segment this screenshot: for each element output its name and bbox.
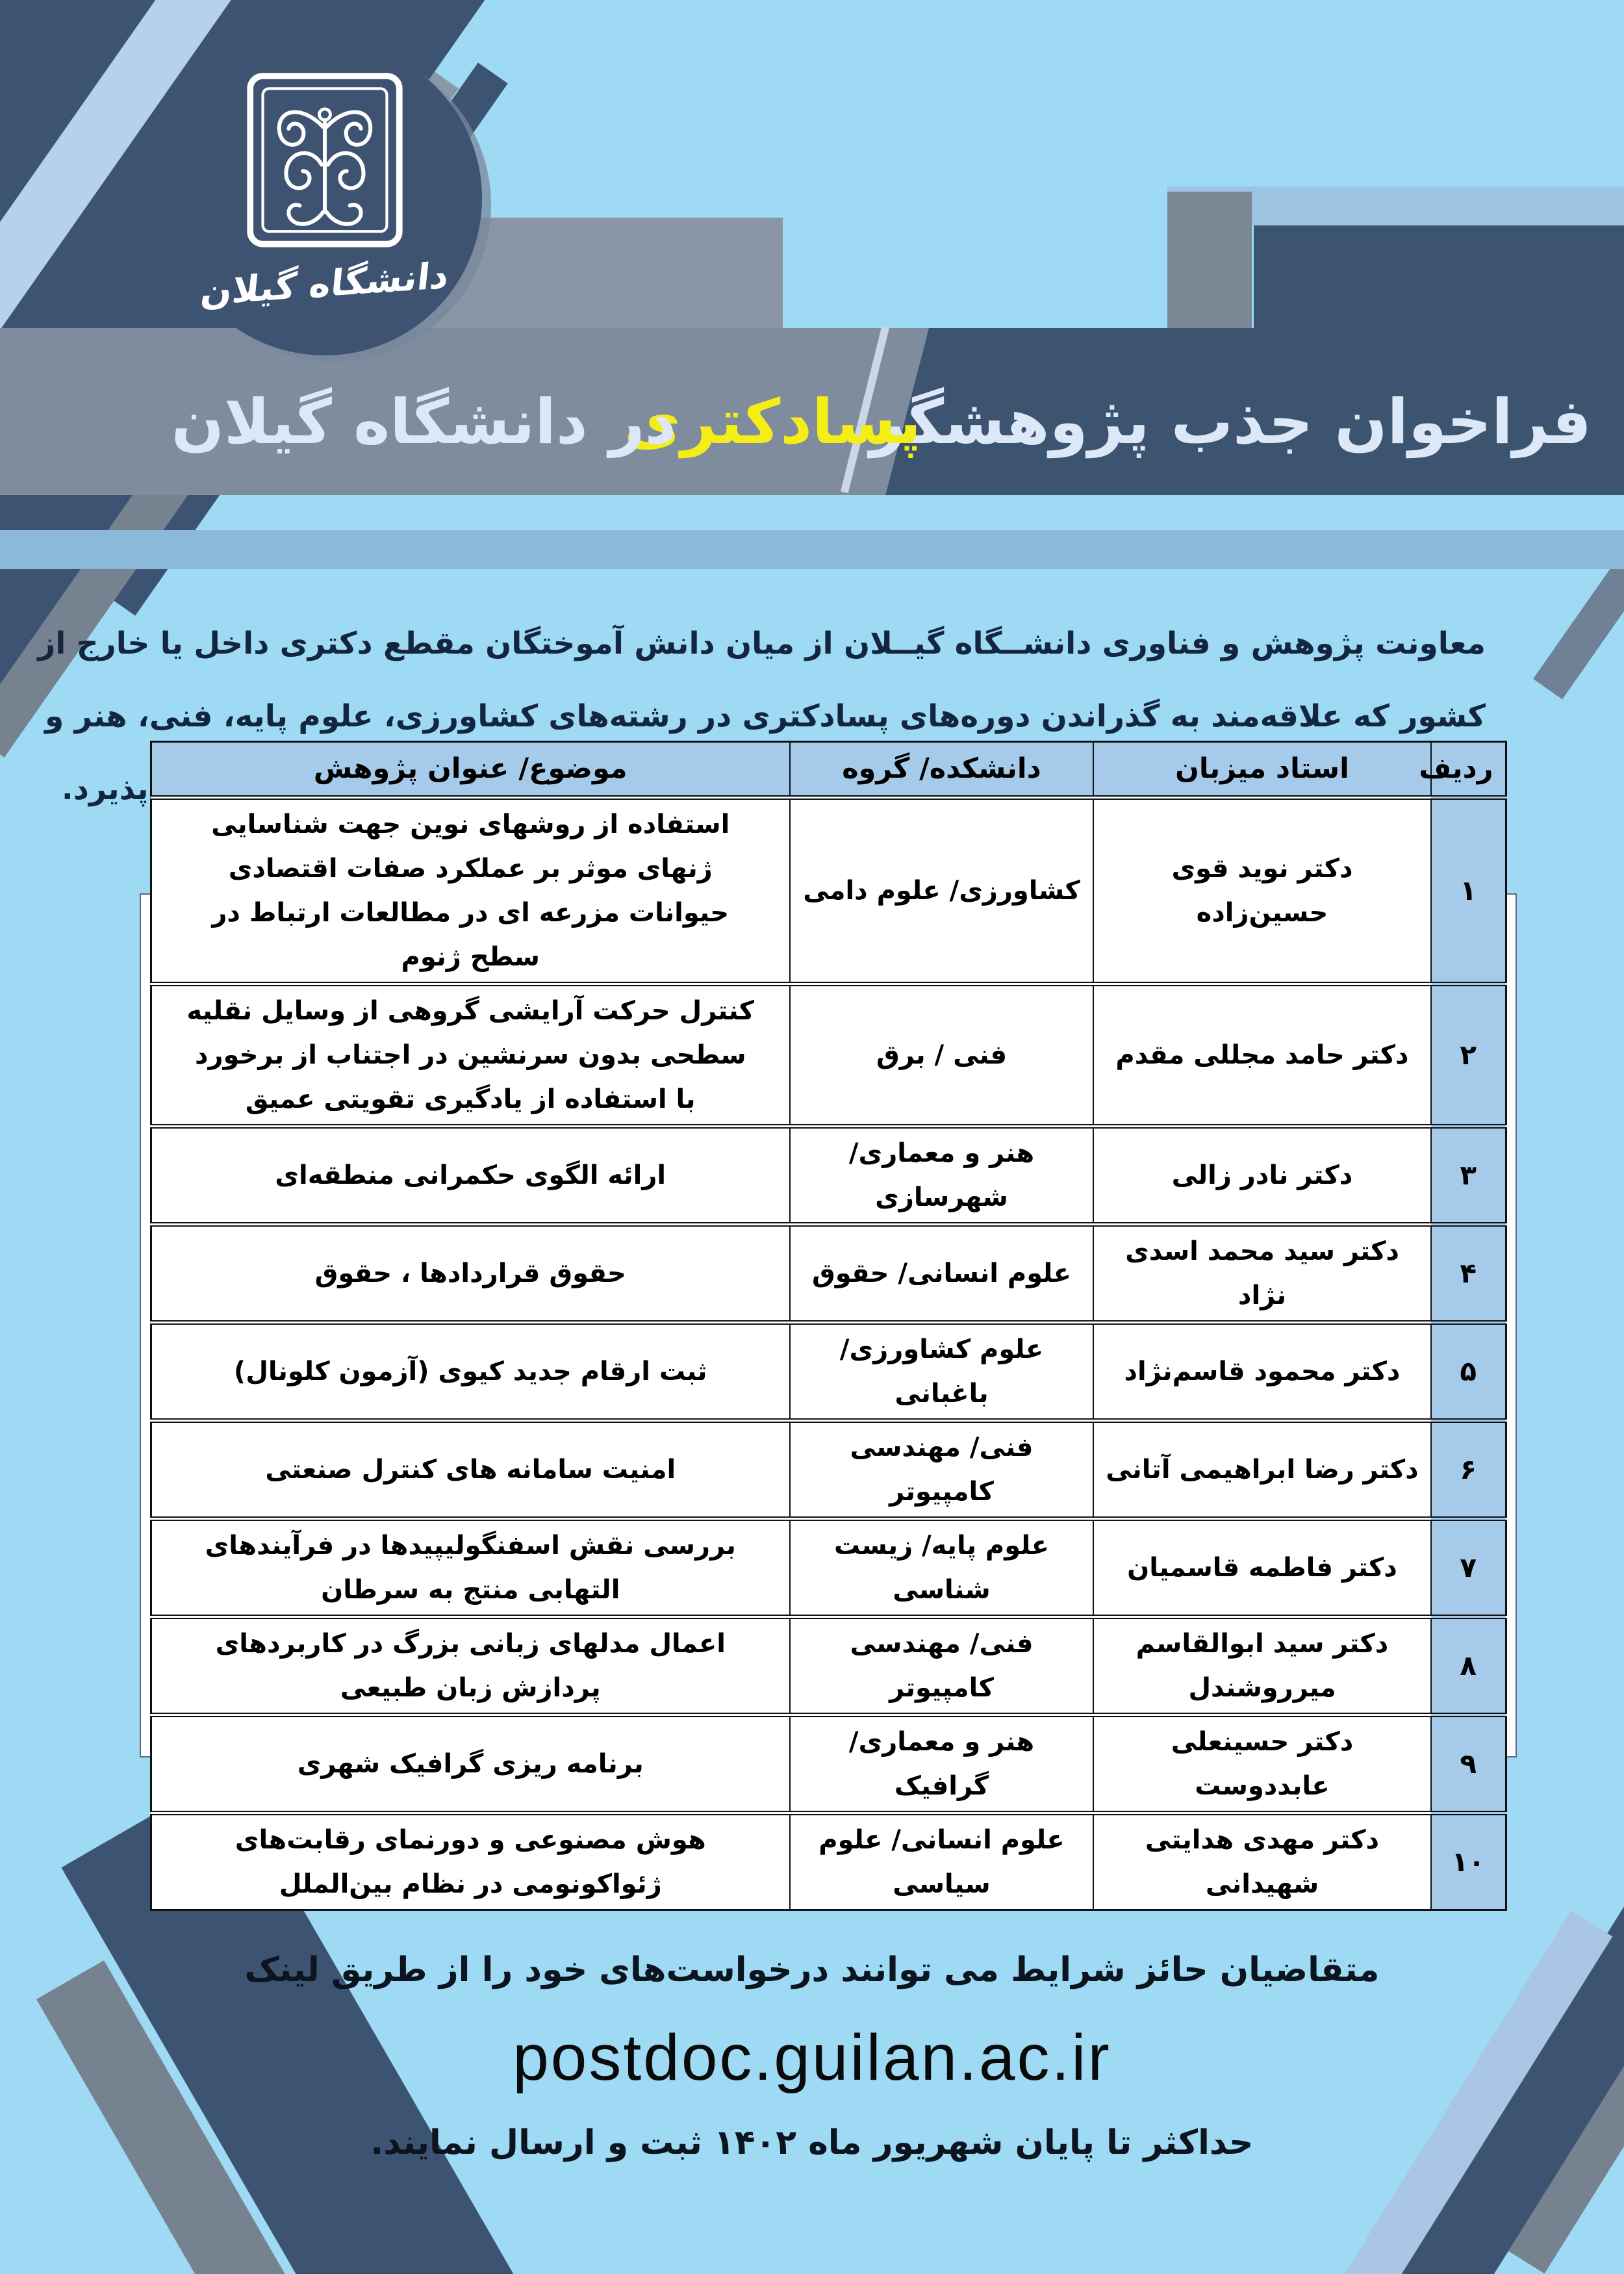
header-faculty-department: دانشکده/ گروه: [789, 741, 1094, 798]
cell-topic: ارائه الگوی حکمرانی منطقه‌ای: [150, 1123, 791, 1225]
cell-professor: دکتر سید ابوالقاسم میرروشندل: [1093, 1614, 1432, 1715]
table-panel: ردیف استاد میزبان دانشکده/ گروه موضوع/ ع…: [140, 740, 1517, 1911]
footer-deadline-line: حداکثر تا پایان شهریور ماه ۱۴۰۲ ثبت و ار…: [370, 2123, 1254, 2162]
header-row-number: ردیف: [1419, 741, 1506, 798]
cell-faculty: فنی/ مهندسی کامپیوتر: [789, 1614, 1094, 1715]
cell-professor: دکتر نادر زالی: [1093, 1123, 1432, 1225]
cell-faculty: فنی/ مهندسی کامپیوتر: [789, 1418, 1094, 1519]
header-bottom-accent-band: [0, 530, 1624, 569]
cell-faculty: علوم انسانی/ حقوق: [789, 1221, 1094, 1323]
cell-faculty: علوم کشاورزی/ باغبانی: [789, 1320, 1094, 1421]
cell-faculty: فنی / برق: [789, 981, 1094, 1127]
table-row: ۷ دکتر فاطمه قاسمیان علوم پایه/ زیست شناسی…: [150, 1516, 1506, 1617]
header-host-professor: استاد میزبان: [1093, 741, 1432, 798]
cell-professor: دکتر رضا ابراهیمی آتانی: [1093, 1418, 1432, 1519]
cell-topic: بررسی نقش اسفنگولیپیدها در فرآیندهای الت…: [150, 1516, 791, 1617]
cell-row-number: ۲: [1430, 981, 1506, 1127]
table-row: ۹ دکتر حسینعلی عابددوست هنر و معماری/ گراف…: [150, 1712, 1506, 1813]
cell-faculty: هنر و معماری/ گرافیک: [789, 1712, 1094, 1813]
cell-faculty: کشاورزی/ علوم دامی: [789, 795, 1094, 984]
right-edge-slate-sliver: [1532, 476, 1624, 700]
table-row: ۵ دکتر محمود قاسم‌نژاد علوم کشاورزی/ باغبا…: [150, 1320, 1506, 1421]
cell-professor: دکتر نوید قوی حسین‌زاده: [1093, 795, 1432, 984]
table-row: ۱ دکتر نوید قوی حسین‌زاده کشاورزی/ علوم دا…: [150, 795, 1506, 984]
cell-professor: دکتر حسینعلی عابددوست: [1093, 1712, 1432, 1813]
postdoc-positions-table: ردیف استاد میزبان دانشکده/ گروه موضوع/ ع…: [149, 740, 1507, 1911]
university-logo-name: دانشگاه گیلان: [198, 254, 451, 314]
cell-row-number: ۶: [1430, 1418, 1506, 1519]
table-row: ۲ دکتر حامد مجللی مقدم فنی / برق کنترل حرکت…: [150, 981, 1506, 1127]
banner-title-highlight: پسادکتری: [624, 387, 921, 458]
table-row: ۸ دکتر سید ابوالقاسم میرروشندل فنی/ مهندسی…: [150, 1614, 1506, 1715]
cell-topic: اعمال مدلهای زبانی بزرگ در کاربردهای پرد…: [150, 1614, 791, 1715]
university-emblem-icon: [247, 73, 403, 248]
cell-row-number: ۸: [1430, 1614, 1506, 1715]
cell-professor: دکتر مهدی هدایتی شهیدانی: [1093, 1810, 1432, 1910]
cell-faculty: علوم پایه/ زیست شناسی: [789, 1516, 1094, 1617]
banner-title-location: در دانشگاه گیلان: [171, 387, 677, 458]
table-row: ۱۰ دکتر مهدی هدایتی شهیدانی علوم انسانی/ ع…: [150, 1810, 1506, 1910]
table-row: ۴ دکتر سید محمد اسدی نژاد علوم انسانی/ حقو…: [150, 1221, 1506, 1323]
header-research-topic: موضوع/ عنوان پژوهش: [150, 741, 791, 798]
university-logo: دانشگاه گیلان: [168, 41, 482, 355]
cell-professor: دکتر فاطمه قاسمیان: [1093, 1516, 1432, 1617]
cell-professor: دکتر سید محمد اسدی نژاد: [1093, 1221, 1432, 1323]
postdoc-table-body: ۱ دکتر نوید قوی حسین‌زاده کشاورزی/ علوم دا…: [150, 795, 1506, 1910]
cell-row-number: ۷: [1430, 1516, 1506, 1617]
cell-faculty: هنر و معماری/ شهرسازی: [789, 1123, 1094, 1225]
cell-row-number: ۹: [1430, 1712, 1506, 1813]
cell-topic: حقوق قراردادها ، حقوق: [150, 1221, 791, 1323]
cell-row-number: ۱: [1430, 795, 1506, 984]
cell-row-number: ۱۰: [1430, 1810, 1506, 1910]
cell-topic: استفاده از روشهای نوین جهت شناسایی ژنهای…: [150, 795, 791, 984]
table-header-row: ردیف استاد میزبان دانشکده/ گروه موضوع/ ع…: [150, 741, 1506, 798]
footer-instruction-line: متقاضیان حائز شرایط می توانند درخواست‌ها…: [244, 1950, 1380, 1989]
cell-row-number: ۳: [1430, 1123, 1506, 1225]
cell-faculty: علوم انسانی/ علوم سیاسی: [789, 1810, 1094, 1910]
cell-row-number: ۴: [1430, 1221, 1506, 1323]
cell-topic: کنترل حرکت آرایشی گروهی از وسایل نقلیه س…: [150, 981, 791, 1127]
cell-topic: برنامه ریزی گرافیک شهری: [150, 1712, 791, 1813]
banner-title-main: فراخوان جذب پژوهشگر: [869, 387, 1592, 458]
intro-line-1: معاونت پژوهش و فناوری دانشــگاه گیــلان …: [38, 626, 1486, 661]
table-row: ۳ دکتر نادر زالی هنر و معماری/ شهرسازی ارائ…: [150, 1123, 1506, 1225]
intro-line-2: کشور که علاقه‌مند به گذراندن دوره‌های پس…: [45, 698, 1486, 734]
cell-topic: امنیت سامانه های کنترل صنعتی: [150, 1418, 791, 1519]
cell-row-number: ۵: [1430, 1320, 1506, 1421]
application-link[interactable]: postdoc.guilan.ac.ir: [513, 2021, 1111, 2094]
table-row: ۶ دکتر رضا ابراهیمی آتانی فنی/ مهندسی کامپ…: [150, 1418, 1506, 1519]
cell-professor: دکتر حامد مجللی مقدم: [1093, 981, 1432, 1127]
header-gray-band: [0, 328, 929, 495]
cell-topic: ثبت ارقام جدید کیوی (آزمون کلونال): [150, 1320, 791, 1421]
cell-professor: دکتر محمود قاسم‌نژاد: [1093, 1320, 1432, 1421]
cell-topic: هوش مصنوعی و دورنمای رقابت‌های ژئواکونوم…: [150, 1810, 791, 1910]
